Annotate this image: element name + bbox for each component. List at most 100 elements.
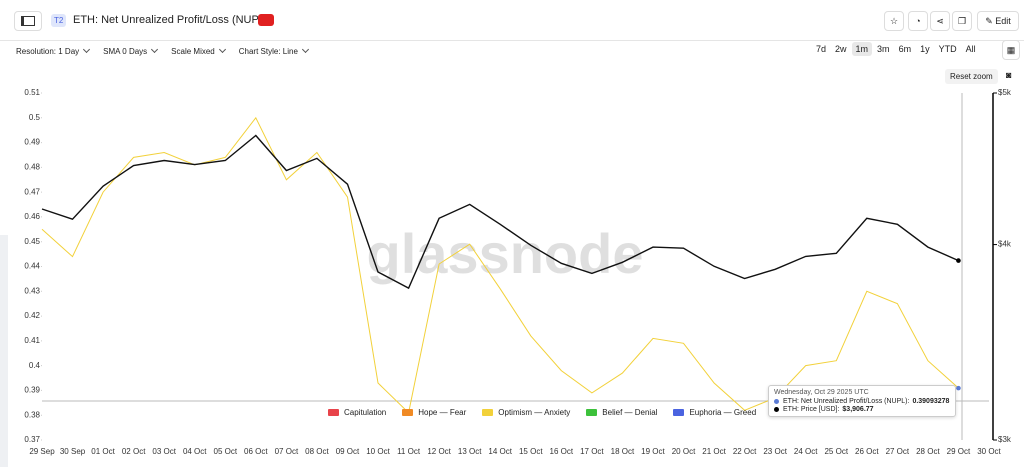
y-tick-label: 0.46 <box>24 212 40 221</box>
x-tick-label: 14 Oct <box>488 447 512 456</box>
legend-swatch <box>673 409 685 416</box>
range-button[interactable]: 3m <box>877 44 890 54</box>
x-tick-label: 13 Oct <box>458 447 482 456</box>
range-button[interactable]: 7d <box>816 44 827 54</box>
y-tick-label: 0.39 <box>24 386 40 395</box>
range-button[interactable]: YTD <box>938 44 957 54</box>
hover-point <box>956 258 961 263</box>
share[interactable]: ⋖ <box>930 11 950 31</box>
calendar[interactable]: ▦ <box>1002 40 1020 60</box>
option[interactable]: Chart Style: Line <box>239 44 308 58</box>
page-title: ETH: Net Unrealized Profit/Loss (NUPL) <box>73 14 269 26</box>
x-tick-label: 08 Oct <box>305 447 329 456</box>
legend-label: Belief — Denial <box>602 408 658 417</box>
options: Resolution: 1 Day SMA 0 Days Scale Mixed Ch… <box>16 44 322 58</box>
edit-button[interactable]: ✎ Edit <box>977 11 1019 31</box>
y-tick-label: 0.42 <box>24 311 40 320</box>
range-button[interactable]: All <box>965 44 976 54</box>
x-tick-label: 28 Oct <box>916 447 940 456</box>
range-button[interactable]: 1m <box>851 42 873 56</box>
x-tick-label: 09 Oct <box>336 447 360 456</box>
y-tick-label: 0.38 <box>24 410 40 419</box>
legend-label: Optimism — Anxiety <box>498 408 571 417</box>
sidebar-toggle[interactable] <box>14 11 42 31</box>
x-tick-label: 27 Oct <box>886 447 910 456</box>
legend-item[interactable]: Belief — Denial <box>586 408 657 417</box>
x-tick-label: 18 Oct <box>611 447 635 456</box>
legend-item[interactable]: Capitulation <box>328 408 386 417</box>
y-tick-label: 0.51 <box>24 88 40 97</box>
tooltip-dot <box>774 407 779 412</box>
legend-label: Euphoria — Greed <box>689 408 757 417</box>
range-button[interactable]: 1y <box>920 44 930 54</box>
x-tick-label: 11 Oct <box>397 447 421 456</box>
x-tick-label: 24 Oct <box>794 447 818 456</box>
y2-tick-label: $4k <box>998 240 1012 249</box>
range-button[interactable]: 6m <box>898 44 912 54</box>
option[interactable]: Scale Mixed <box>171 44 225 58</box>
legend-swatch <box>482 409 494 416</box>
legend-item[interactable]: Euphoria — Greed <box>673 408 756 417</box>
copy[interactable]: ❐ <box>952 11 972 31</box>
edit-label: Edit <box>995 16 1011 26</box>
legend-item[interactable]: Optimism — Anxiety <box>482 408 570 417</box>
x-tick-label: 29 Oct <box>947 447 971 456</box>
badge: T2 <box>51 14 67 27</box>
y-tick-label: 0.48 <box>24 162 40 171</box>
x-tick-label: 23 Oct <box>763 447 787 456</box>
tooltip: Wednesday, Oct 29 2025 UTC ETH: Net Unre… <box>768 385 956 417</box>
y-tick-label: 0.37 <box>24 435 40 444</box>
youtube-icon[interactable] <box>258 14 274 26</box>
x-tick-label: 25 Oct <box>824 447 848 456</box>
y-tick-label: 0.5 <box>29 113 41 122</box>
option[interactable]: Resolution: 1 Day <box>16 44 89 58</box>
x-tick-label: 06 Oct <box>244 447 268 456</box>
ranges: 7d 2w 1m 3m 6m 1y YTD All <box>812 42 980 56</box>
x-tick-label: 21 Oct <box>702 447 726 456</box>
y-tick-label: 0.44 <box>24 262 40 271</box>
legend-swatch <box>586 409 598 416</box>
tooltip-date: Wednesday, Oct 29 2025 UTC <box>774 389 869 396</box>
x-tick-label: 17 Oct <box>580 447 604 456</box>
camera[interactable]: ◙ <box>1006 70 1012 80</box>
x-tick-label: 01 Oct <box>91 447 115 456</box>
legend-swatch <box>402 409 414 416</box>
x-tick-label: 12 Oct <box>427 447 451 456</box>
y-tick-label: 0.41 <box>24 336 40 345</box>
x-tick-label: 26 Oct <box>855 447 879 456</box>
tooltip-value: 0.39093278 <box>912 398 950 405</box>
star[interactable]: ☆ <box>884 11 904 31</box>
tooltip-value: $3,906.77 <box>842 406 874 413</box>
x-tick-label: 10 Oct <box>366 447 390 456</box>
tooltip-dot <box>774 399 779 404</box>
reset-zoom[interactable]: Reset zoom <box>945 69 998 84</box>
y-tick-label: 0.49 <box>24 138 40 147</box>
x-tick-label: 03 Oct <box>152 447 176 456</box>
x-tick-label: 05 Oct <box>214 447 238 456</box>
y-tick-label: 0.4 <box>29 361 41 370</box>
y2-tick-label: $5k <box>998 88 1012 97</box>
legend-label: Capitulation <box>344 408 387 417</box>
alert[interactable]: ◔ <box>908 11 928 31</box>
watermark: glassnode <box>367 222 644 285</box>
x-tick-label: 20 Oct <box>672 447 696 456</box>
x-tick-label: 04 Oct <box>183 447 207 456</box>
tooltip-label: ETH: Net Unrealized Profit/Loss (NUPL): <box>783 398 910 405</box>
legend-swatch <box>328 409 339 416</box>
legend-item[interactable]: Hope — Fear <box>402 408 466 417</box>
x-tick-label: 15 Oct <box>519 447 543 456</box>
x-tick-label: 30 Sep <box>60 447 86 456</box>
range-button[interactable]: 2w <box>835 44 847 54</box>
option[interactable]: SMA 0 Days <box>103 44 157 58</box>
tooltip-row: ETH: Net Unrealized Profit/Loss (NUPL): 0… <box>774 398 950 405</box>
y-tick-label: 0.47 <box>24 187 40 196</box>
x-tick-label: 02 Oct <box>122 447 146 456</box>
x-tick-label: 16 Oct <box>550 447 574 456</box>
y2-tick-label: $3k <box>998 435 1012 444</box>
tooltip-row: ETH: Price [USD]: $3,906.77 <box>774 406 950 413</box>
x-tick-label: 22 Oct <box>733 447 757 456</box>
x-tick-label: 29 Sep <box>29 447 55 456</box>
legend-label: Hope — Fear <box>418 408 467 417</box>
header <box>0 0 1024 41</box>
